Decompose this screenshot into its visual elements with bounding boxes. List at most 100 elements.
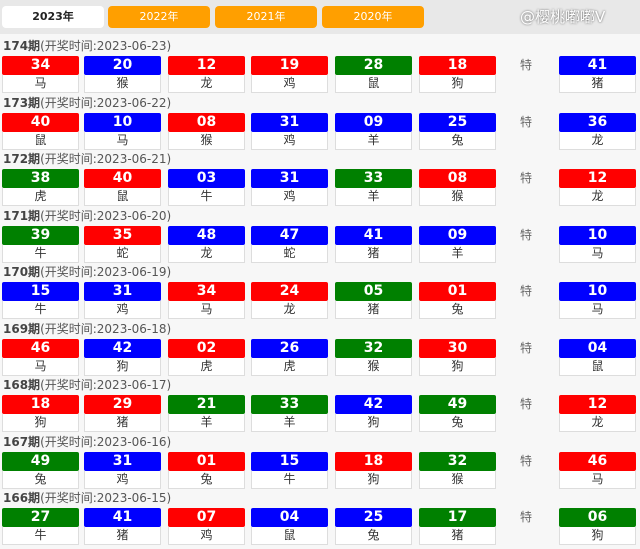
ball-cell: 38 虎 bbox=[2, 169, 79, 206]
watermark: @樱桃嘟嘟V bbox=[520, 8, 606, 26]
zodiac: 猪 bbox=[84, 414, 161, 432]
ball-number: 41 bbox=[335, 225, 412, 245]
zodiac: 龙 bbox=[168, 75, 245, 93]
zodiac: 猴 bbox=[84, 75, 161, 93]
zodiac: 蛇 bbox=[84, 244, 161, 263]
zodiac: 马 bbox=[559, 470, 636, 489]
zodiac: 鼠 bbox=[2, 131, 79, 150]
tab-2020[interactable]: 2020年 bbox=[322, 6, 424, 28]
ball-number: 01 bbox=[168, 451, 245, 471]
period: 171期 bbox=[3, 208, 41, 223]
ball-cell: 19 鸡 bbox=[251, 56, 328, 93]
zodiac: 猪 bbox=[335, 301, 412, 319]
ball-number: 47 bbox=[251, 225, 328, 245]
draw-time: (开奖时间:2023-06-20) bbox=[40, 208, 172, 223]
zodiac: 猪 bbox=[559, 75, 636, 93]
ball-number: 42 bbox=[84, 338, 161, 358]
tab-2021[interactable]: 2021年 bbox=[215, 6, 317, 28]
zodiac: 牛 bbox=[251, 470, 328, 489]
ball-number: 34 bbox=[168, 282, 245, 301]
zodiac: 马 bbox=[559, 301, 636, 319]
zodiac: 虎 bbox=[251, 357, 328, 376]
ball-number: 09 bbox=[419, 225, 496, 245]
ball-cell: 46 马 bbox=[2, 338, 79, 376]
zodiac: 鼠 bbox=[84, 188, 161, 206]
draw-time: (开奖时间:2023-06-18) bbox=[40, 321, 172, 336]
zodiac: 猪 bbox=[84, 527, 161, 545]
ball-cell: 27 牛 bbox=[2, 508, 79, 545]
ball-number: 06 bbox=[559, 508, 636, 527]
ball-number: 01 bbox=[419, 282, 496, 301]
ball-number: 10 bbox=[559, 225, 636, 245]
draw-time: (开奖时间:2023-06-15) bbox=[40, 491, 172, 505]
ball-number: 33 bbox=[251, 395, 328, 414]
zodiac: 羊 bbox=[251, 414, 328, 432]
zodiac: 龙 bbox=[559, 131, 636, 150]
draw-title: 173期(开奖时间:2023-06-22) bbox=[3, 96, 171, 110]
tab-2022[interactable]: 2022年 bbox=[108, 6, 210, 28]
special-label: 特 bbox=[520, 340, 533, 355]
special-label: 特 bbox=[520, 227, 533, 242]
zodiac: 狗 bbox=[84, 357, 161, 376]
zodiac: 虎 bbox=[2, 188, 79, 206]
ball-cell: 31 鸡 bbox=[251, 112, 328, 150]
zodiac: 狗 bbox=[335, 470, 412, 489]
special-label: 特 bbox=[520, 453, 533, 468]
ball-cell: 34 马 bbox=[2, 56, 79, 93]
ball-number: 48 bbox=[168, 225, 245, 245]
ball-number: 46 bbox=[2, 338, 79, 358]
ball-number: 31 bbox=[251, 169, 328, 188]
zodiac: 兔 bbox=[419, 414, 496, 432]
draw-row: 174期(开奖时间:2023-06-23) 34 马 20 猴 12 龙 19 鸡 28 鼠 18 狗特… bbox=[0, 38, 640, 95]
period: 166期 bbox=[3, 491, 41, 505]
tab-2023[interactable]: 2023年 bbox=[2, 6, 104, 28]
ball-cell: 12 龙 bbox=[168, 56, 245, 93]
ball-cell: 49 兔 bbox=[419, 395, 496, 432]
draw-row: 170期(开奖时间:2023-06-19) 15 牛 31 鸡 34 马 24 龙 05 猪 01 兔特… bbox=[0, 264, 640, 321]
zodiac: 鼠 bbox=[335, 75, 412, 93]
zodiac: 鸡 bbox=[84, 301, 161, 319]
ball-cell: 39 牛 bbox=[2, 225, 79, 263]
ball-number: 12 bbox=[559, 395, 636, 414]
ball-cell: 41 猪 bbox=[559, 56, 636, 93]
zodiac: 兔 bbox=[419, 131, 496, 150]
zodiac: 马 bbox=[559, 244, 636, 263]
ball-cell: 25 兔 bbox=[419, 112, 496, 150]
ball-cell: 29 猪 bbox=[84, 395, 161, 432]
zodiac: 狗 bbox=[2, 414, 79, 432]
ball-cell: 18 狗 bbox=[335, 451, 412, 489]
ball-number: 38 bbox=[2, 169, 79, 188]
ball-cell: 36 龙 bbox=[559, 112, 636, 150]
ball-cell: 12 龙 bbox=[559, 169, 636, 206]
ball-number: 41 bbox=[84, 508, 161, 527]
year-tabs: 2023年 2022年 2021年 2020年 @樱桃嘟嘟V bbox=[0, 0, 640, 34]
ball-number: 08 bbox=[168, 112, 245, 132]
ball-number: 49 bbox=[419, 395, 496, 414]
ball-cell: 33 羊 bbox=[335, 169, 412, 206]
ball-number: 27 bbox=[2, 508, 79, 527]
zodiac: 羊 bbox=[335, 188, 412, 206]
ball-number: 18 bbox=[419, 56, 496, 75]
ball-cell: 21 羊 bbox=[168, 395, 245, 432]
ball-number: 30 bbox=[419, 338, 496, 358]
zodiac: 龙 bbox=[559, 414, 636, 432]
zodiac: 羊 bbox=[335, 131, 412, 150]
ball-cell: 10 马 bbox=[84, 112, 161, 150]
ball-number: 42 bbox=[335, 395, 412, 414]
ball-number: 49 bbox=[2, 451, 79, 471]
zodiac: 兔 bbox=[2, 470, 79, 489]
ball-cell: 04 鼠 bbox=[559, 338, 636, 376]
ball-number: 18 bbox=[335, 451, 412, 471]
draw-title: 170期(开奖时间:2023-06-19) bbox=[3, 265, 171, 279]
ball-number: 09 bbox=[335, 112, 412, 132]
ball-cell: 18 狗 bbox=[419, 56, 496, 93]
zodiac: 猴 bbox=[168, 131, 245, 150]
draw-row: 167期(开奖时间:2023-06-16) 49 兔 31 鸡 01 兔 15 牛 18 狗 32 猴特… bbox=[0, 434, 640, 491]
zodiac: 牛 bbox=[168, 188, 245, 206]
special-label: 特 bbox=[520, 171, 533, 185]
ball-cell: 05 猪 bbox=[335, 282, 412, 319]
ball-cell: 28 鼠 bbox=[335, 56, 412, 93]
draw-row: 172期(开奖时间:2023-06-21) 38 虎 40 鼠 03 牛 31 鸡 33 羊 08 猴特… bbox=[0, 151, 640, 208]
ball-number: 35 bbox=[84, 225, 161, 245]
draw-row: 166期(开奖时间:2023-06-15) 27 牛 41 猪 07 鸡 04 鼠 25 兔 17 猪特… bbox=[0, 490, 640, 547]
